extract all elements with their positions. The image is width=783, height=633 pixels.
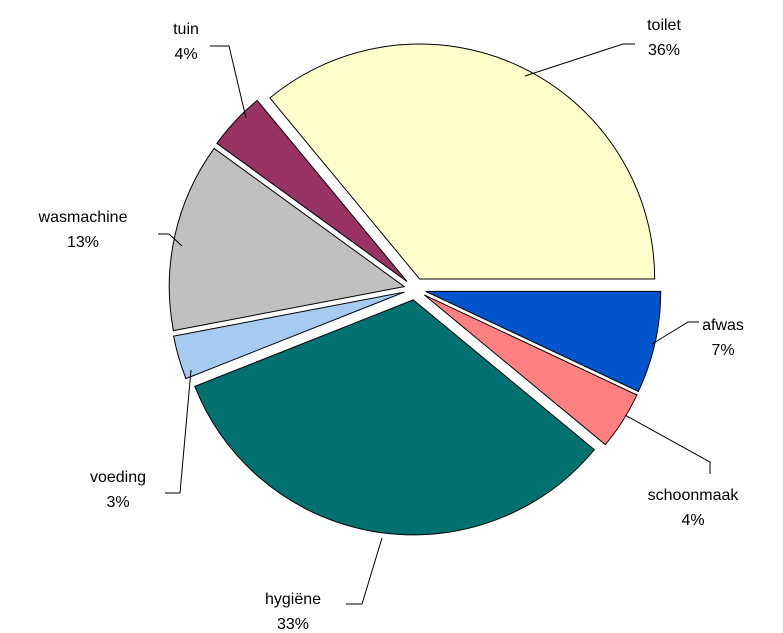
pie-slice-voeding [173,291,405,380]
leaders-layer [158,43,711,605]
slice-label-voeding: voeding [90,469,146,486]
slice-label-toilet: toilet [647,17,681,34]
leader-line-voeding [165,369,192,494]
pie-slice-hygiene [194,299,596,536]
pie-slice-tuin [216,99,408,282]
slices-layer [168,43,662,536]
slice-label-tuin: tuin [173,21,199,38]
slice-label-wasmachine: wasmachine [38,209,128,226]
leader-line-schoonmaak [624,414,711,474]
pie-slice-toilet [269,43,656,280]
slice-percent-afwas: 7% [711,342,734,359]
labels-layer: afwas 7% schoonmaak 4% hygiëne 33% voeding 3% wa… [38,17,744,633]
slice-label-hygiene: hygiëne [265,591,321,608]
slice-label-afwas: afwas [702,317,744,334]
leader-line-toilet [524,43,635,77]
leader-line-wasmachine [158,233,183,247]
slice-percent-voeding: 3% [106,494,129,511]
slice-percent-wasmachine: 13% [67,234,99,251]
slice-percent-tuin: 4% [174,46,197,63]
leader-line-tuin [210,45,247,119]
slice-percent-hygiene: 33% [277,616,309,633]
slice-label-schoonmaak: schoonmaak [648,487,740,504]
pie-slice-wasmachine [168,147,406,332]
slice-percent-schoonmaak: 4% [681,512,704,529]
slice-percent-toilet: 36% [648,42,680,59]
pie-slice-schoonmaak [423,294,638,446]
leader-line-hygiene [346,537,383,605]
leader-line-afwas [651,321,699,345]
